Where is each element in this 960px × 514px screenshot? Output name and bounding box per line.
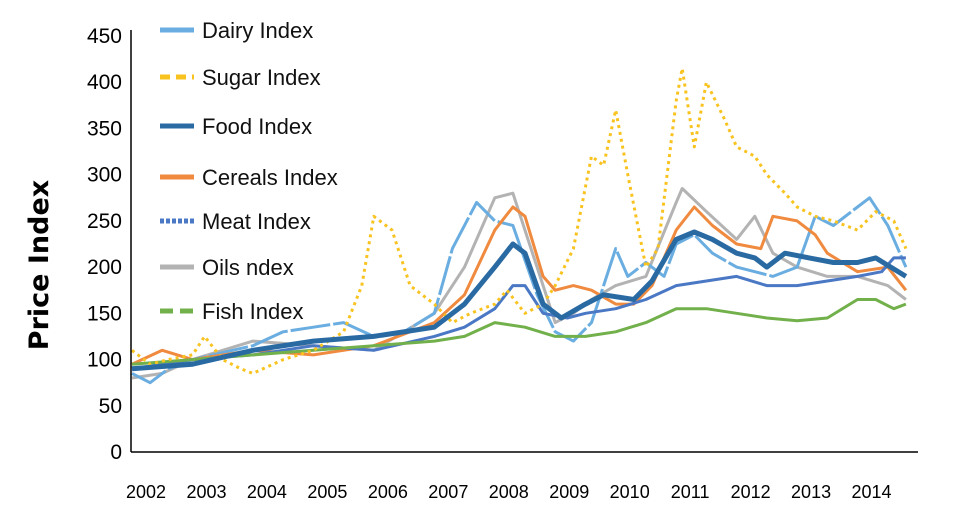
legend: Dairy Index Sugar Index Food Index Cereals …: [160, 18, 338, 324]
legend-item: Sugar Index: [160, 65, 321, 90]
legend-item: Fish Index: [160, 299, 304, 324]
x-tick-label: 2002: [126, 482, 166, 502]
y-tick-label: 450: [87, 25, 122, 48]
x-tick-label: 2007: [428, 482, 468, 502]
legend-label: Dairy Index: [202, 18, 313, 43]
legend-item: Meat Index: [160, 209, 311, 234]
legend-item: Food Index: [160, 114, 312, 139]
y-tick-label: 200: [87, 256, 122, 279]
y-tick-label: 150: [87, 302, 122, 325]
x-tick-label: 2009: [549, 482, 589, 502]
legend-item: Dairy Index: [160, 18, 313, 43]
legend-label: Fish Index: [202, 299, 304, 324]
y-tick-label: 400: [87, 71, 122, 94]
legend-label: Cereals Index: [202, 165, 338, 190]
x-tick-label: 2014: [852, 482, 892, 502]
x-tick-labels: 2002 2003 2004 2005 2006 2007 2008 2009 2010 2011…: [126, 482, 892, 502]
x-tick-label: 2012: [731, 482, 771, 502]
y-tick-label: 300: [87, 164, 122, 187]
legend-item: Cereals Index: [160, 165, 338, 190]
x-tick-label: 2003: [186, 482, 226, 502]
x-tick-label: 2006: [368, 482, 408, 502]
x-tick-label: 2010: [610, 482, 650, 502]
y-tick-label: 50: [99, 395, 122, 418]
legend-label: Food Index: [202, 114, 312, 139]
series-line-dairy-index: [131, 196, 908, 385]
y-tick-label: 100: [87, 349, 122, 372]
legend-item: Oils ndex: [160, 255, 294, 280]
x-tick-label: 2011: [671, 482, 710, 502]
series-lines: [131, 66, 908, 385]
y-tick-label: 250: [87, 210, 122, 233]
series-line-fish-index: [131, 298, 907, 366]
x-tick-label: 2005: [307, 482, 347, 502]
x-tick-label: 2013: [791, 482, 831, 502]
legend-label: Sugar Index: [202, 65, 321, 90]
series-line-meat-index: [131, 256, 906, 371]
x-tick-label: 2004: [247, 482, 287, 502]
y-tick-label: 0: [110, 441, 122, 464]
series-line-sugar-index: [131, 66, 908, 375]
y-tick-labels: 0 50 100 150 200 250 300 350 400 450: [87, 25, 122, 464]
x-tick-label: 2008: [489, 482, 529, 502]
legend-label: Oils ndex: [202, 255, 294, 280]
legend-label: Meat Index: [202, 209, 311, 234]
y-tick-label: 350: [87, 117, 122, 140]
y-axis-title: Price Index: [24, 180, 55, 350]
series-line-food-index: [131, 229, 908, 372]
